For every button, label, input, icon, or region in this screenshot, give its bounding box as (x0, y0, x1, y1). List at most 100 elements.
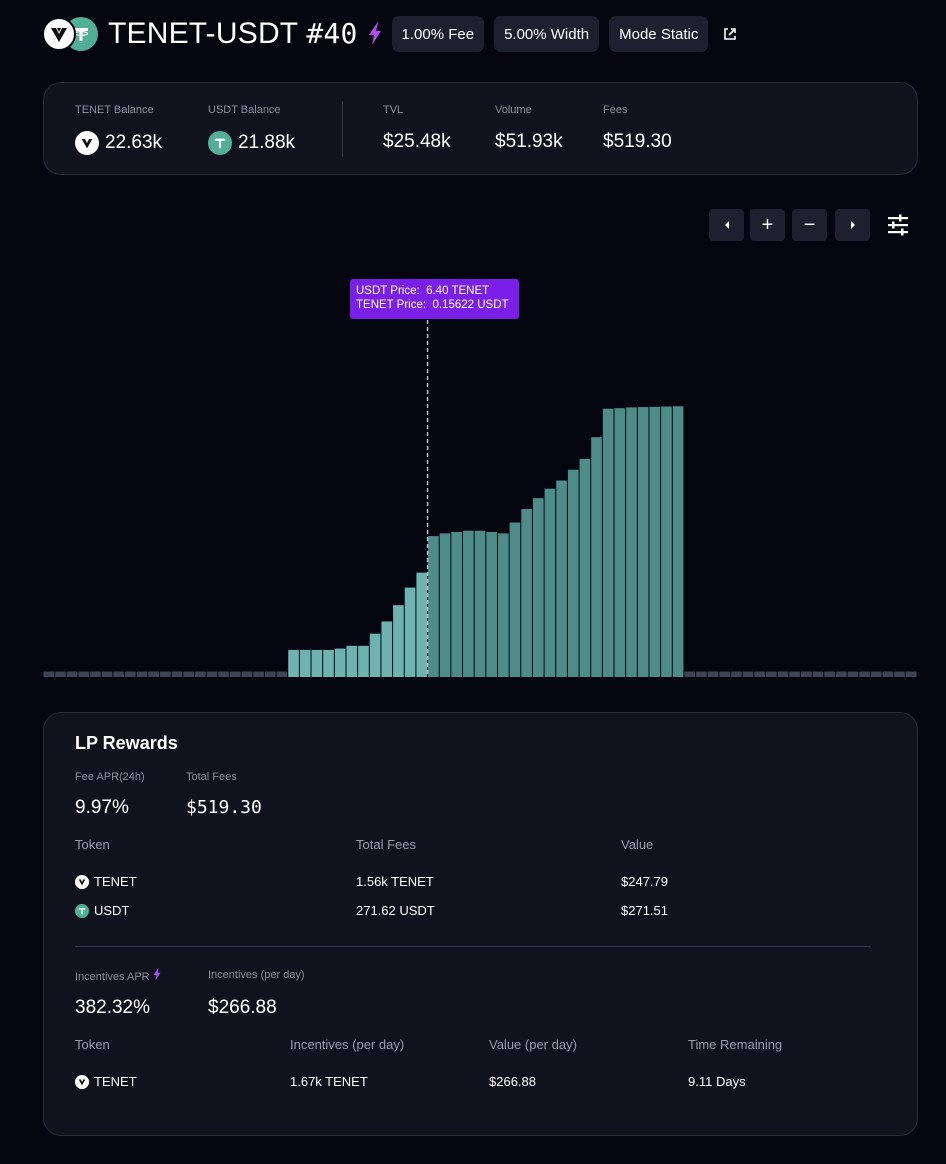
volume-label: Volume (495, 104, 532, 116)
pair-name: TENET-USDT (108, 17, 298, 50)
liquidity-chart[interactable] (0, 260, 946, 690)
incentives-header-token: Token (75, 1037, 110, 1052)
liquidity-bar (463, 530, 474, 677)
token-name: USDT (94, 903, 130, 918)
position-number: #40 (306, 17, 358, 50)
liquidity-bar (870, 671, 882, 677)
pool-stats-card: TENET Balance 22.63k USDT Balance 21.88k… (43, 82, 918, 175)
usdt-balance-value: 21.88k (208, 131, 295, 155)
liquidity-bar (194, 671, 206, 677)
liquidity-bar (264, 671, 276, 677)
liquidity-bar (451, 532, 463, 677)
fee-chip: 1.00% Fee (391, 16, 485, 52)
liquidity-bar (754, 671, 765, 677)
liquidity-bar (346, 645, 358, 677)
incentives-header-incentives: Incentives (per day) (290, 1037, 405, 1052)
liquidity-bar (206, 671, 218, 677)
fees-row-tenet-total: 1.56k TENET (356, 874, 434, 889)
liquidity-bar (835, 671, 847, 677)
fees-label: Fees (603, 104, 628, 116)
zoom-in-button[interactable]: + (750, 209, 785, 241)
fees-row-tenet-token: TENET (75, 874, 137, 889)
liquidity-bar (416, 572, 428, 677)
zoom-out-button[interactable]: − (792, 209, 827, 241)
liquidity-bar (591, 437, 602, 677)
pool-header: TENET-USDT #40 1.00% Fee 5.00% Width Mod… (42, 15, 738, 53)
incentives-header-time: Time Remaining (688, 1037, 783, 1052)
liquidity-bar (55, 671, 66, 677)
liquidity-bar (626, 407, 637, 677)
incentives-row-tenet-time: 9.11 Days (688, 1074, 746, 1089)
lightning-icon (153, 968, 161, 981)
liquidity-bar (171, 671, 183, 677)
lp-divider (75, 946, 871, 947)
liquidity-bar (113, 671, 125, 677)
liquidity-bar (521, 508, 532, 677)
liquidity-bar (276, 671, 288, 677)
tooltip-usdt-price: USDT Price: 6.40 TENET (356, 285, 490, 297)
external-link-icon[interactable] (722, 26, 738, 42)
fees-header-token: Token (75, 837, 110, 852)
liquidity-bar (789, 671, 800, 677)
incentives-row-tenet-token: TENET (75, 1074, 137, 1089)
chevron-right-icon (850, 221, 855, 229)
liquidity-bar (684, 671, 696, 677)
lp-rewards-title: LP Rewards (75, 733, 178, 753)
incentives-row-tenet-amount: 1.67k TENET (290, 1074, 368, 1089)
liquidity-bar (474, 530, 486, 677)
liquidity-bar (229, 671, 241, 677)
liquidity-bar (288, 649, 299, 677)
tvl-label: TVL (383, 104, 404, 116)
fees-header-value: Value (621, 837, 654, 852)
liquidity-bar (742, 671, 754, 677)
liquidity-bar (661, 406, 672, 677)
pan-right-button[interactable] (835, 209, 870, 241)
stats-divider (342, 101, 343, 157)
fees-value: $519.30 (603, 131, 672, 152)
page-title: TENET-USDT #40 (108, 17, 358, 51)
liquidity-bar (614, 408, 626, 677)
usdt-token-icon (75, 903, 89, 918)
incentives-apr-label: Incentives APR (75, 968, 161, 983)
liquidity-bar (253, 671, 264, 677)
liquidity-bar (404, 587, 416, 677)
liquidity-bar (381, 621, 393, 677)
liquidity-bar (334, 648, 346, 677)
liquidity-bar (358, 645, 369, 677)
total-fees-value: $519.30 (186, 797, 262, 818)
liquidity-bar (894, 671, 905, 677)
fees-row-usdt-total: 271.62 USDT (356, 903, 435, 918)
pan-left-button[interactable] (709, 209, 744, 241)
tenet-token-icon (75, 131, 99, 155)
tenet-balance-label: TENET Balance (75, 104, 154, 116)
incentives-apr-label-text: Incentives APR (75, 971, 150, 983)
liquidity-bar (777, 671, 789, 677)
liquidity-bar (847, 671, 859, 677)
total-fees-label: Total Fees (186, 771, 237, 783)
fee-apr-label: Fee APR(24h) (75, 771, 145, 783)
liquidity-bar (78, 671, 90, 677)
liquidity-bar (323, 649, 334, 677)
usdt-token-icon (208, 131, 232, 155)
liquidity-bar (241, 671, 253, 677)
liquidity-bar (731, 671, 742, 677)
liquidity-bar (637, 407, 649, 677)
liquidity-bar (183, 671, 194, 677)
liquidity-bar (43, 671, 55, 677)
liquidity-bar (439, 533, 451, 677)
liquidity-bar (882, 671, 894, 677)
liquidity-bar (369, 633, 381, 677)
liquidity-bar (160, 671, 171, 677)
tooltip-tenet-price: TENET Price: 0.15622 USDT (356, 299, 509, 311)
liquidity-bar (66, 671, 78, 677)
fees-row-usdt-token: USDT (75, 903, 129, 918)
liquidity-bar (905, 671, 917, 677)
volume-value: $51.93k (495, 131, 563, 152)
liquidity-bar (428, 536, 439, 677)
liquidity-bar (497, 533, 509, 677)
token-name: TENET (94, 1074, 137, 1089)
liquidity-bar (579, 458, 591, 677)
liquidity-bar (90, 671, 101, 677)
sliders-icon[interactable] (886, 214, 910, 236)
liquidity-bar (812, 671, 824, 677)
